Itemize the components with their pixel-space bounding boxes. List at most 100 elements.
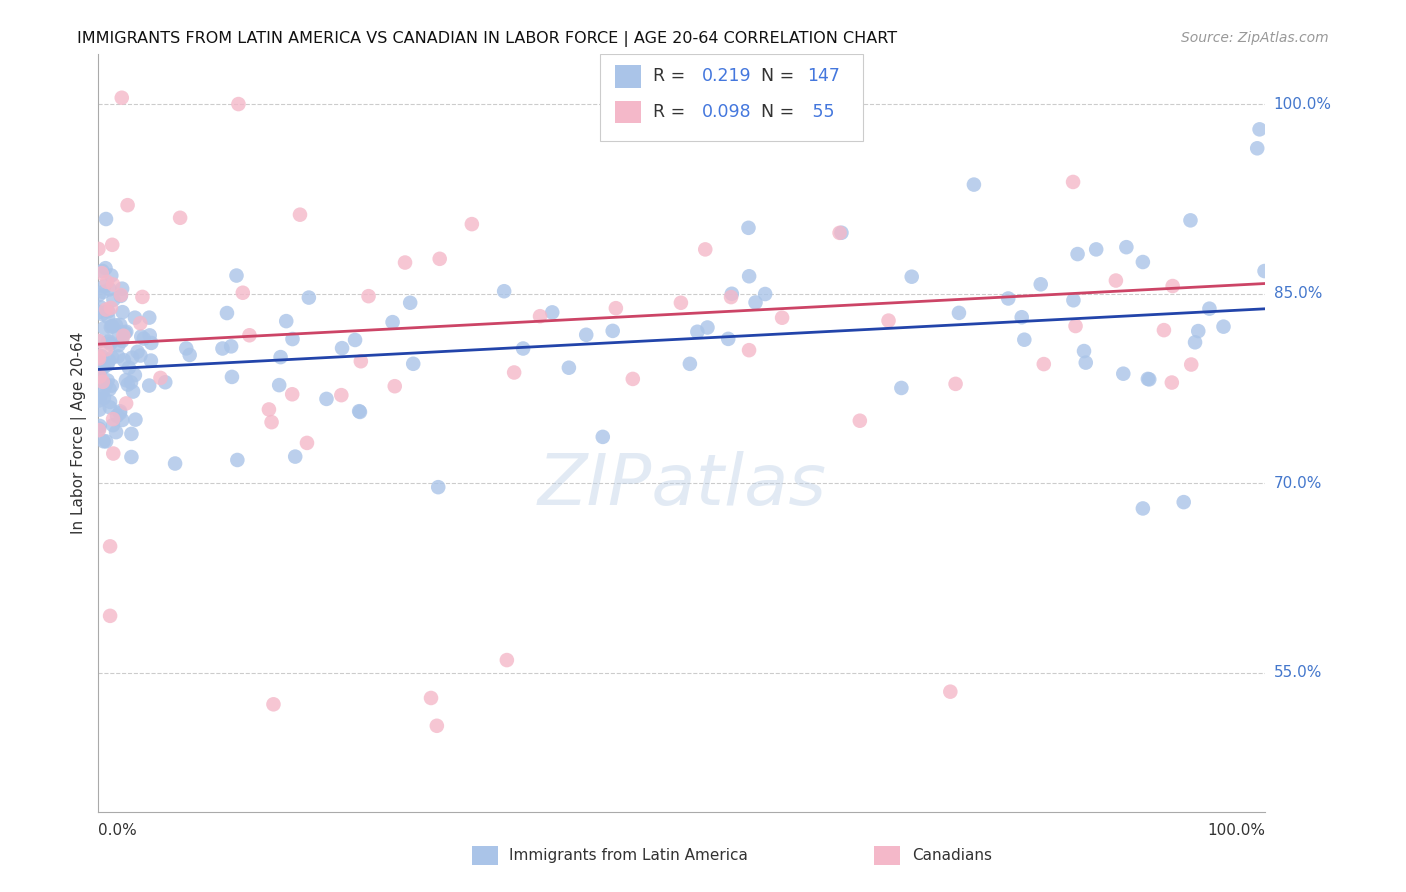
Point xyxy=(138,328,160,343)
Point xyxy=(89,402,111,417)
Point xyxy=(89,334,111,349)
Point xyxy=(101,351,124,365)
Point xyxy=(219,339,242,353)
Point xyxy=(496,653,519,667)
Point xyxy=(1032,357,1054,371)
Point xyxy=(330,341,353,355)
Point xyxy=(165,457,187,471)
Point xyxy=(295,436,318,450)
Point xyxy=(679,357,702,371)
Point xyxy=(96,358,118,372)
Point xyxy=(124,368,146,383)
Point xyxy=(96,275,118,289)
Point xyxy=(686,325,709,339)
Point xyxy=(315,392,337,406)
Point xyxy=(101,378,124,392)
Point xyxy=(100,268,122,283)
Text: ZIPatlas: ZIPatlas xyxy=(537,451,827,520)
Point xyxy=(124,310,146,325)
Point xyxy=(93,434,115,449)
Point xyxy=(1249,122,1271,136)
Point xyxy=(1014,333,1036,347)
Point xyxy=(350,354,373,368)
Point xyxy=(87,422,110,436)
Point xyxy=(87,242,110,256)
Point xyxy=(100,320,122,334)
Point xyxy=(120,426,142,441)
Point xyxy=(262,698,284,712)
Point xyxy=(330,388,353,402)
Point xyxy=(91,375,114,389)
Point xyxy=(91,361,114,376)
Point xyxy=(94,212,117,227)
Point xyxy=(111,91,134,105)
Point xyxy=(228,97,250,112)
Point xyxy=(575,327,598,342)
Point xyxy=(1011,310,1033,325)
Point xyxy=(1180,213,1202,227)
Point xyxy=(276,314,298,328)
Point xyxy=(426,719,449,733)
Point xyxy=(529,309,551,323)
Point xyxy=(120,376,142,390)
Point xyxy=(87,423,110,437)
Point xyxy=(93,321,115,335)
Point xyxy=(770,310,793,325)
Point xyxy=(890,381,912,395)
Point xyxy=(111,413,134,427)
Text: 0.0%: 0.0% xyxy=(98,822,138,838)
Point xyxy=(129,329,152,343)
Point xyxy=(138,310,160,325)
Point xyxy=(1074,356,1097,370)
Point xyxy=(1132,501,1154,516)
Point xyxy=(141,335,163,350)
Point xyxy=(1112,367,1135,381)
Point xyxy=(1160,376,1182,390)
Point xyxy=(1132,255,1154,269)
Point xyxy=(98,539,121,553)
Point xyxy=(105,409,128,423)
Point xyxy=(98,608,121,623)
Point xyxy=(744,295,766,310)
Point xyxy=(281,387,304,401)
Point xyxy=(139,353,162,368)
Point xyxy=(89,357,111,371)
Point xyxy=(1253,264,1275,278)
Point xyxy=(900,269,922,284)
Point xyxy=(1115,240,1137,254)
Point xyxy=(108,404,131,418)
Point xyxy=(945,376,967,391)
Point xyxy=(98,336,121,351)
Point xyxy=(402,357,425,371)
Point xyxy=(97,334,120,349)
Point xyxy=(592,430,614,444)
Point xyxy=(129,316,152,330)
Point xyxy=(602,324,624,338)
Point xyxy=(120,450,142,464)
Point xyxy=(420,690,443,705)
Point xyxy=(132,332,155,346)
Y-axis label: In Labor Force | Age 20-64: In Labor Force | Age 20-64 xyxy=(72,332,87,533)
Point xyxy=(111,282,134,296)
Text: 147: 147 xyxy=(807,67,839,86)
Point xyxy=(1062,293,1084,308)
Bar xyxy=(472,846,498,865)
Point xyxy=(558,360,581,375)
Point xyxy=(87,351,110,366)
Point xyxy=(503,366,526,380)
Point xyxy=(87,305,110,319)
Point xyxy=(138,378,160,392)
Point xyxy=(98,395,121,409)
Point xyxy=(1184,335,1206,350)
Text: 0.098: 0.098 xyxy=(702,103,751,121)
FancyBboxPatch shape xyxy=(600,54,863,141)
Point xyxy=(541,305,564,319)
Point xyxy=(127,344,149,359)
Point xyxy=(298,291,321,305)
Point xyxy=(94,377,117,392)
Point xyxy=(107,325,129,339)
Point xyxy=(1161,279,1184,293)
Point xyxy=(90,301,112,315)
Point xyxy=(288,208,311,222)
Point xyxy=(94,261,117,276)
